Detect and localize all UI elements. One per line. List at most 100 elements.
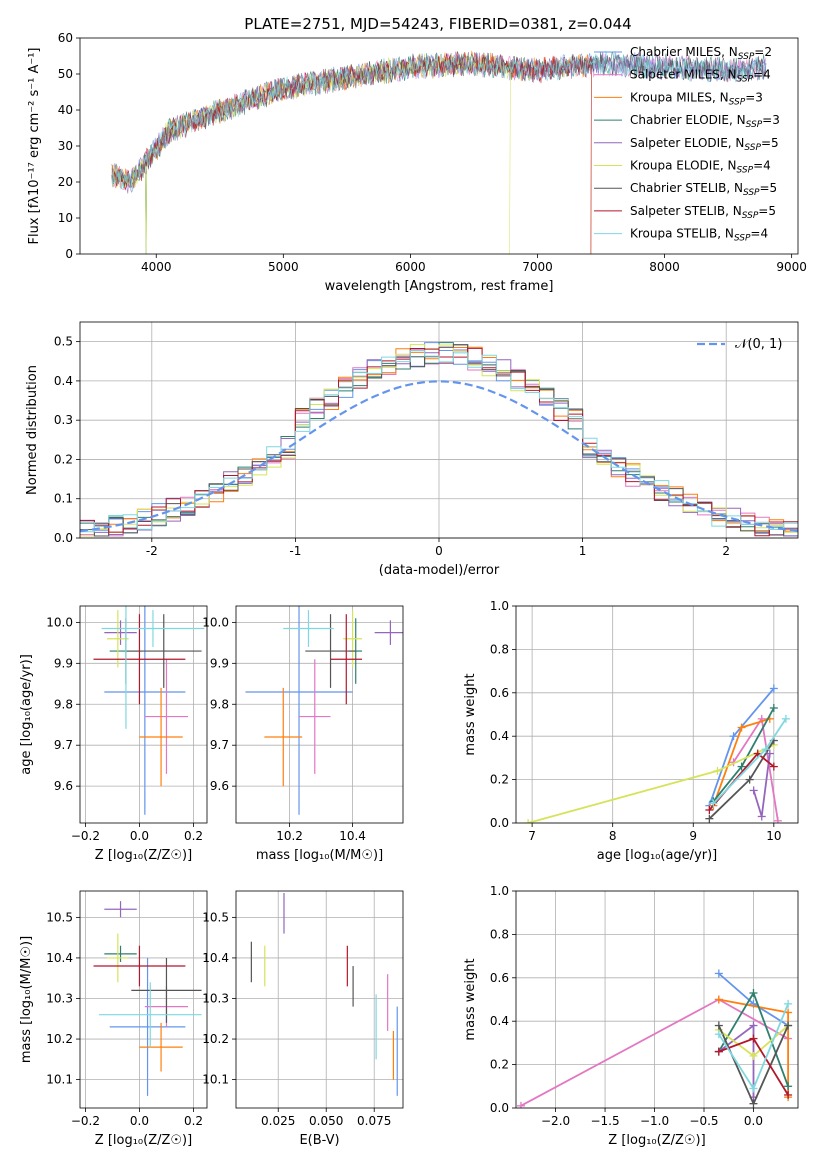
x-tick-label: 9 (689, 829, 697, 843)
weight-marker (745, 775, 754, 784)
y-tick-label: 0.5 (54, 335, 73, 349)
x-tick-label: 5000 (268, 260, 299, 274)
plot-area-age_vs_Z (93, 606, 205, 815)
y-axis-label: Normed distribution (25, 365, 40, 495)
y-tick-label: 1.0 (490, 884, 509, 898)
x-tick-label: 10.4 (339, 829, 366, 843)
errorbar-point-3 (104, 945, 137, 962)
weight-marker (713, 766, 722, 775)
grid-age_vs_mass (236, 606, 403, 823)
legend-label: Chabrier STELIB, N (630, 181, 743, 195)
y-tick-label: 10.1 (202, 1073, 229, 1087)
y-tick-label: 50 (58, 67, 73, 81)
plot-area-residuals (80, 342, 798, 537)
errorbar-point-8 (98, 982, 202, 1048)
errorbar-point-4 (104, 901, 137, 918)
y-tick-label: 0.2 (490, 1058, 509, 1072)
x-tick-label: 0.2 (184, 1114, 203, 1128)
weight-marker (761, 745, 770, 754)
y-tick-label: 10.4 (46, 951, 73, 965)
legend-entry-4: Salpeter ELODIE, NSSP=5 (630, 136, 779, 153)
y-tick-label: 9.7 (54, 738, 73, 752)
y-tick-label: 10.5 (46, 910, 73, 924)
axes-frame-mass_vs_EBV (235, 890, 404, 1109)
y-axis-label: Flux [fλ10⁻¹⁷ erg cm⁻² s⁻¹ A⁻¹] (27, 48, 42, 245)
weight-marker (714, 995, 723, 1004)
grid-mass_vs_EBV (236, 891, 403, 1108)
legend-label: Kroupa MILES, N (630, 90, 729, 104)
legend-entry-8: Kroupa STELIB, NSSP=4 (630, 227, 768, 244)
legend-label: Chabrier MILES, N (630, 45, 738, 59)
errorbar-point-7 (330, 614, 363, 705)
y-tick-label: 10 (58, 211, 73, 225)
errorbar-point-5 (107, 610, 129, 668)
y-tick-label: 0.4 (54, 374, 73, 388)
y-tick-label: 0.4 (490, 1014, 509, 1028)
y-tick-label: 0.3 (54, 413, 73, 427)
legend-sub: SSP (737, 166, 754, 176)
errorbar-point-0 (109, 957, 186, 1096)
legend-sub: SSP (738, 52, 755, 62)
y-tick-label: 10.5 (202, 910, 229, 924)
errorbar-point-6 (305, 614, 356, 688)
grid-mass_vs_Z (80, 891, 207, 1108)
y-tick-label: 9.8 (54, 697, 73, 711)
y-tick-label: 0.6 (490, 971, 509, 985)
weight-marker (705, 805, 714, 814)
y-tick-label: 9.6 (210, 779, 229, 793)
plot-area-mass_vs_EBV (250, 893, 398, 1096)
errorbar-point-5 (107, 933, 129, 983)
weight-marker (757, 812, 766, 821)
x-tick-label: 0 (435, 544, 443, 558)
weight-marker (714, 1030, 723, 1039)
errorbar-point-6 (125, 614, 202, 688)
x-tick-label: -1 (289, 544, 301, 558)
weight-marker (749, 1051, 758, 1060)
x-tick-label: −1.0 (640, 1114, 669, 1128)
legend-sub: SSP (737, 75, 754, 85)
legend-sub: SSP (744, 143, 761, 153)
spectrum-line-4 (111, 51, 767, 194)
x-tick-label: −2.0 (541, 1114, 570, 1128)
errorbar-point-2 (139, 1022, 183, 1072)
plot-area-age_vs_mass (245, 606, 403, 815)
y-tick-label: 10.0 (202, 615, 229, 629)
x-axis-label: wavelength [Angstrom, rest frame] (325, 279, 554, 294)
weight-marker (784, 1021, 793, 1030)
x-axis-label: Z [log₁₀(Z/Z☉)] (608, 1133, 705, 1148)
weight-marker (749, 1099, 758, 1108)
weight-marker (737, 762, 746, 771)
legend-entry-0: Chabrier MILES, NSSP=2 (630, 45, 772, 62)
legend-label: Salpeter MILES, N (630, 68, 737, 82)
x-tick-label: 9000 (776, 260, 807, 274)
x-tick-label: 1 (579, 544, 587, 558)
errorbar-point-4 (104, 620, 137, 645)
y-axis-label: mass weight (463, 958, 478, 1040)
y-tick-label: 10.1 (46, 1073, 73, 1087)
y-tick-label: 20 (58, 175, 73, 189)
legend-sub: SSP (743, 188, 760, 198)
x-tick-label: 0.050 (309, 1114, 343, 1128)
legend-entry-3: Chabrier ELODIE, NSSP=3 (630, 113, 780, 130)
x-tick-label: −0.2 (71, 1114, 100, 1128)
weight-marker (516, 1101, 525, 1108)
y-tick-label: 0.0 (54, 531, 73, 545)
x-tick-label: 10.2 (276, 829, 303, 843)
y-tick-label: 0.8 (490, 642, 509, 656)
x-axis-label: (data-model)/error (379, 563, 500, 578)
weight-marker (769, 684, 778, 693)
legend-label: Kroupa ELODIE, N (630, 159, 737, 173)
weight-marker (709, 799, 718, 808)
legend-tail: =4 (753, 68, 771, 82)
y-axis-label: mass weight (463, 673, 478, 755)
errorbar-point-0 (104, 606, 186, 815)
y-tick-label: 10.4 (202, 951, 229, 965)
y-tick-label: 10.3 (202, 991, 229, 1005)
errorbar-point-8 (101, 610, 205, 647)
y-tick-label: 0.1 (54, 492, 73, 506)
weight-marker (524, 819, 533, 823)
axes-frame-residuals (79, 321, 799, 539)
y-tick-label: 9.8 (210, 697, 229, 711)
x-tick-label: 0.0 (744, 1114, 763, 1128)
